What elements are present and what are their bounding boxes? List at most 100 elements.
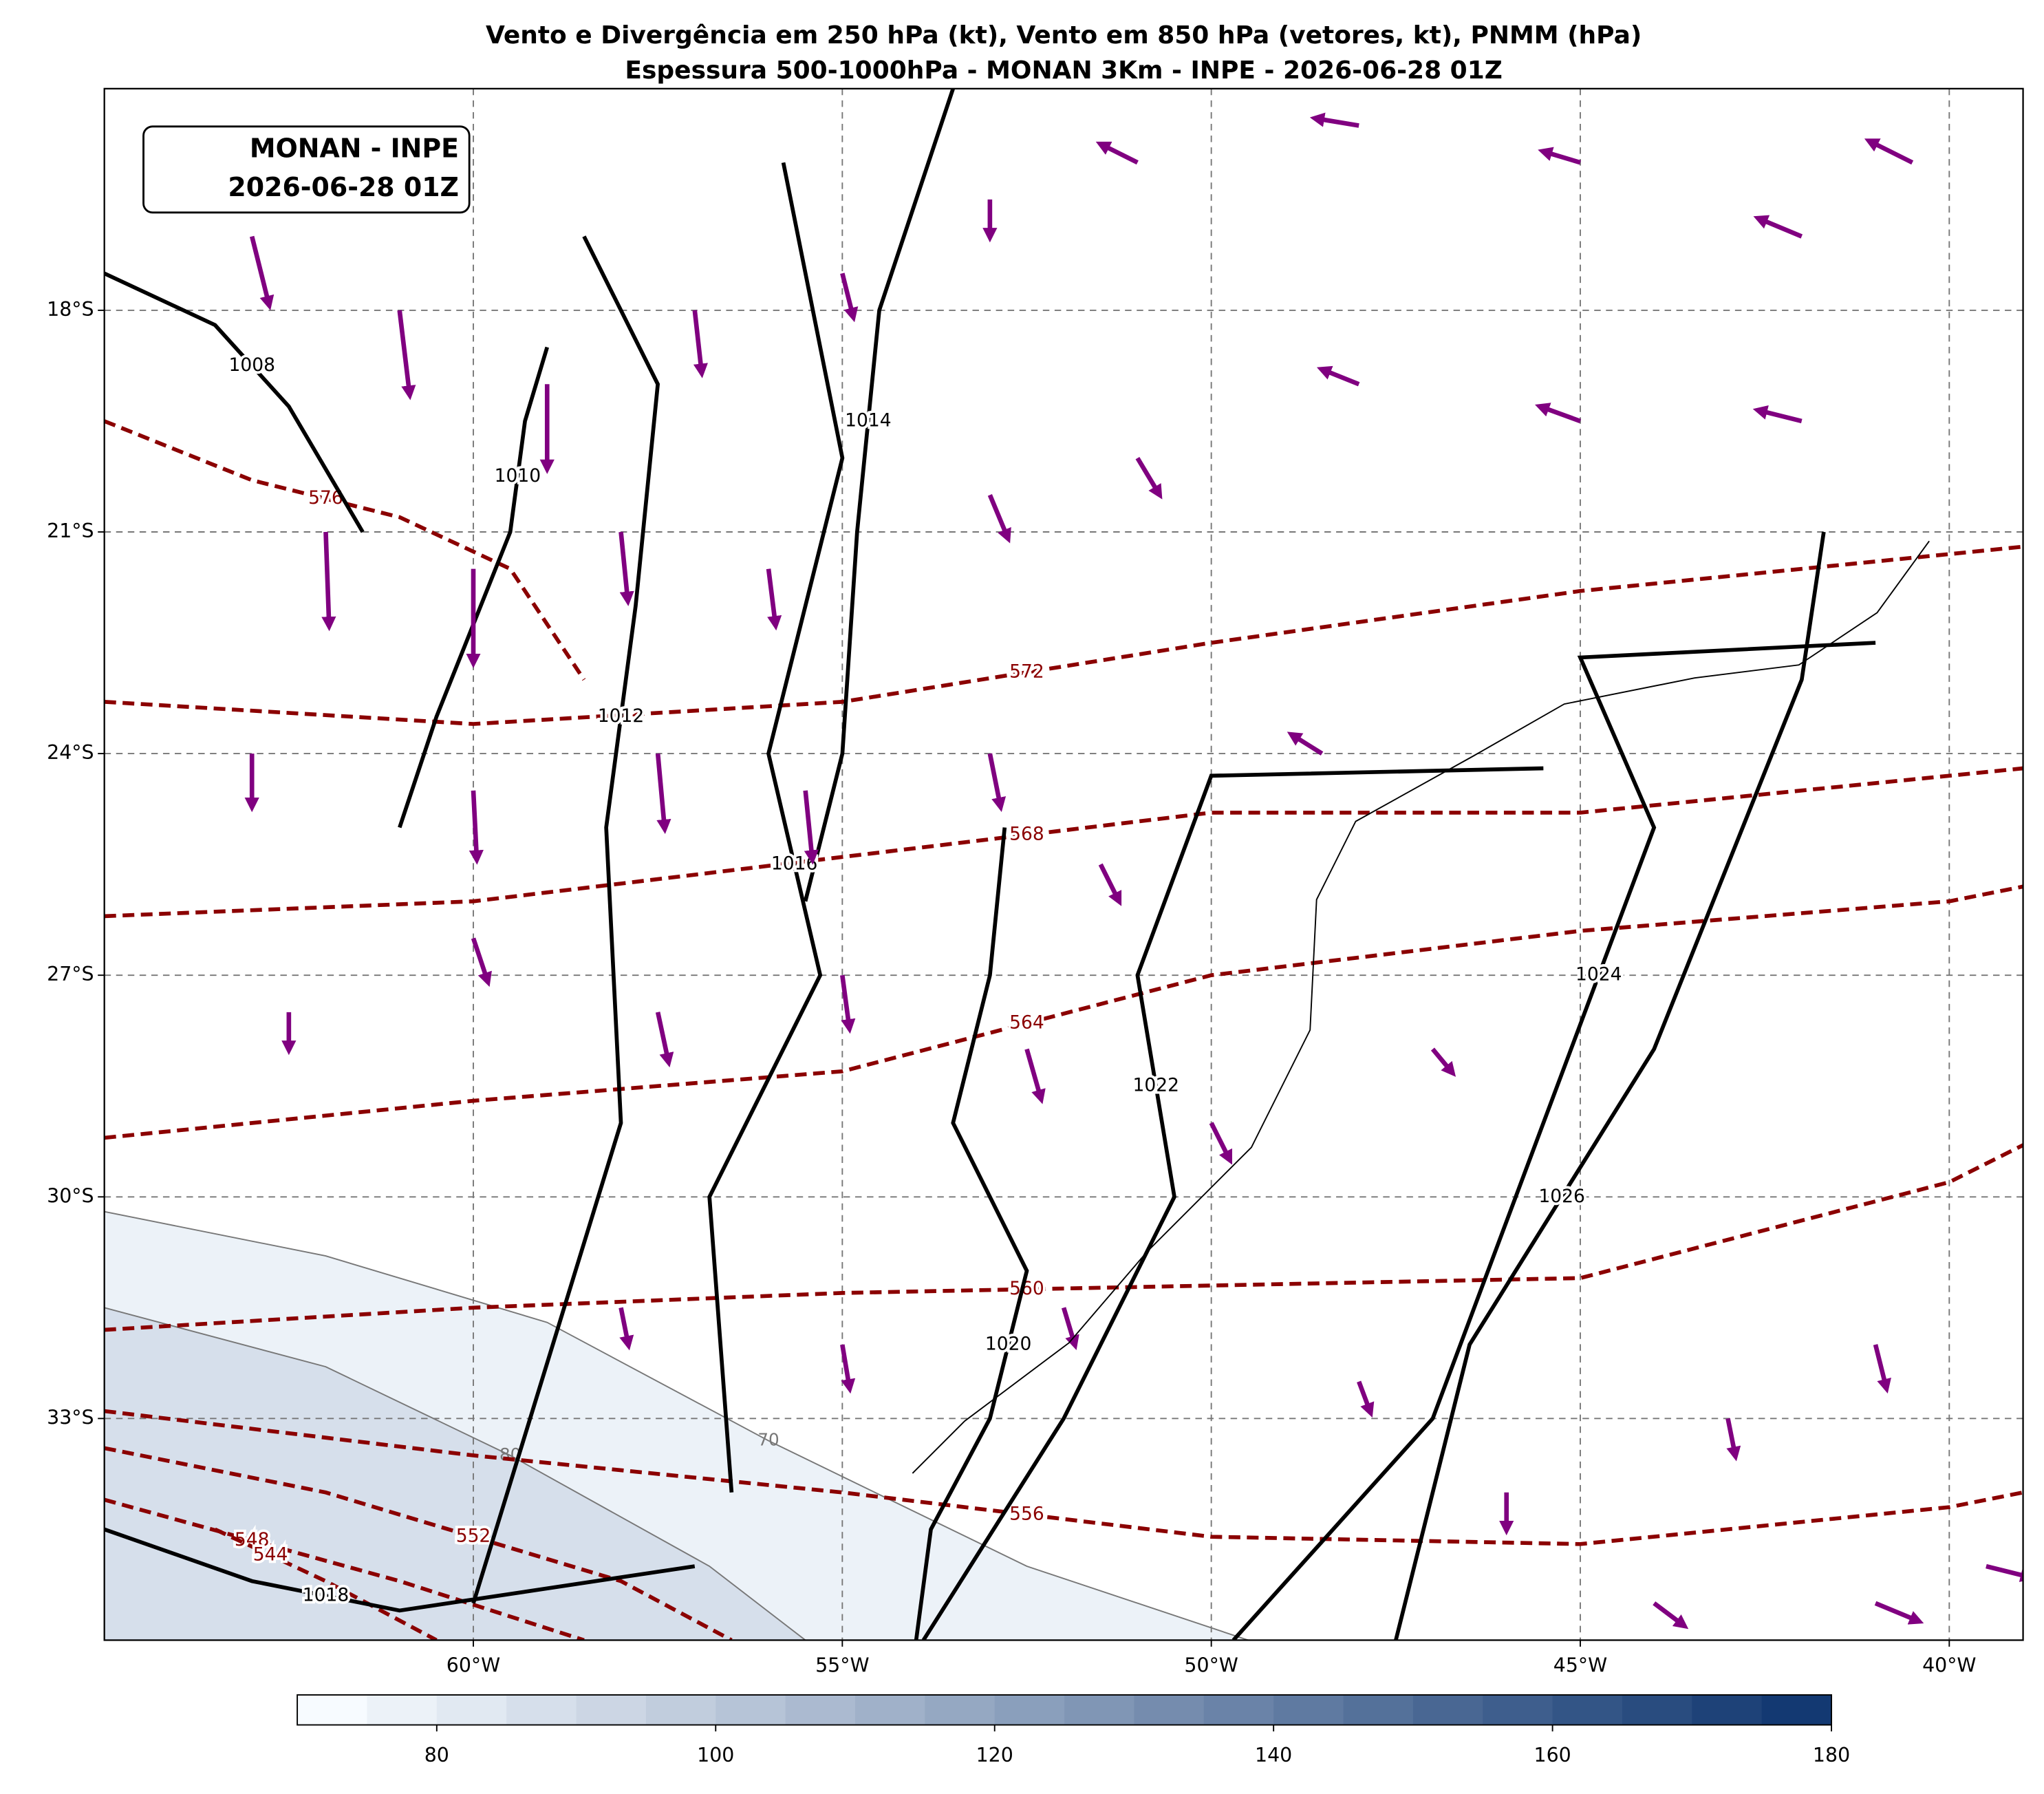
- isotach-line: [104, 1307, 806, 1641]
- isotach-line: [104, 1210, 1249, 1641]
- colorbar-bin: [1622, 1695, 1693, 1725]
- colorbar-bin: [1761, 1695, 1833, 1725]
- colorbar-bin: [1343, 1695, 1414, 1725]
- wind-vector: [1309, 112, 1359, 128]
- thickness-label: 564: [1009, 1012, 1044, 1033]
- coastline: [912, 540, 1930, 1474]
- wind-vector: [803, 790, 819, 865]
- thickness-contour: [104, 1143, 2023, 1332]
- wind-vector: [249, 235, 275, 310]
- pressure-contour: [104, 1527, 696, 1613]
- wind-vector: [1864, 138, 1914, 165]
- thickness-label: 568: [1009, 824, 1044, 845]
- thickness-label: 552: [456, 1526, 491, 1547]
- pressure-contour: [921, 766, 1544, 1641]
- pressure-contour: [707, 162, 845, 1493]
- pressure-label: 1022: [1132, 1075, 1179, 1096]
- colorbar-frame: [297, 1694, 1833, 1726]
- colorbar-bin: [785, 1695, 856, 1725]
- colorbar-bin: [1692, 1695, 1763, 1725]
- colorbar-bin: [1064, 1695, 1135, 1725]
- colorbar-bin: [716, 1695, 786, 1725]
- wind-vector: [1061, 1307, 1079, 1351]
- colorbar-tick-label: 80: [424, 1744, 449, 1766]
- colorbar-bin: [1483, 1695, 1553, 1725]
- wind-vector: [1098, 863, 1122, 906]
- thickness-contour: [104, 419, 586, 681]
- wind-vector: [1538, 147, 1581, 165]
- wind-vector: [1316, 365, 1360, 387]
- wind-vector: [1209, 1122, 1232, 1165]
- wind-vector: [469, 790, 484, 865]
- thickness-label: 572: [1009, 661, 1044, 682]
- wind-vector: [471, 937, 492, 987]
- y-tick-label: 33°S: [47, 1406, 94, 1429]
- colorbar-bin: [645, 1695, 717, 1725]
- pressure-label: 1012: [598, 705, 644, 727]
- pressure-label: 1010: [495, 465, 541, 487]
- wind-vector: [655, 753, 671, 835]
- wind-vector: [1287, 732, 1324, 756]
- wind-vector: [618, 1307, 634, 1351]
- wind-vector: [1874, 1601, 1924, 1625]
- pressure-label: 1016: [771, 853, 817, 875]
- colorbar-tick-label: 160: [1534, 1744, 1571, 1766]
- colorbar-bin: [994, 1695, 1066, 1725]
- colorbar-bin: [1203, 1695, 1275, 1725]
- title: Vento e Divergência em 250 hPa (kt), Ven…: [486, 21, 1642, 50]
- wind-vector: [1753, 215, 1803, 239]
- wind-vector: [1535, 403, 1582, 424]
- wind-vector: [1725, 1418, 1741, 1462]
- isotach-label: 70: [757, 1430, 779, 1450]
- wind-vector: [1024, 1048, 1046, 1104]
- map-frame: [103, 87, 2024, 1641]
- thickness-contour: [104, 544, 2023, 726]
- colorbar-bin: [506, 1695, 577, 1725]
- pressure-contour: [803, 88, 955, 902]
- colorbar-bin: [367, 1695, 438, 1725]
- pressure-label: 1020: [985, 1333, 1031, 1354]
- colorbar-bin: [854, 1695, 926, 1725]
- y-tick-label: 18°S: [47, 298, 94, 321]
- wind-vector: [321, 531, 336, 632]
- pressure-contour: [104, 271, 365, 533]
- y-tick-label: 30°S: [47, 1184, 94, 1207]
- colorbar-tick-label: 100: [697, 1744, 734, 1766]
- x-tick-label: 60°W: [447, 1654, 500, 1676]
- wind-vector: [397, 310, 416, 401]
- thickness-label: 560: [1009, 1278, 1044, 1299]
- x-tick-label: 40°W: [1922, 1654, 1976, 1676]
- thickness-label: 576: [308, 487, 343, 509]
- thickness-contour: [104, 1446, 733, 1641]
- colorbar-bin: [1552, 1695, 1623, 1725]
- thickness-label: 544: [253, 1544, 288, 1565]
- pressure-label: 1008: [228, 354, 275, 376]
- pressure-label: 1024: [1575, 964, 1622, 985]
- wind-vector: [1357, 1380, 1375, 1418]
- wind-vector: [840, 273, 859, 323]
- wind-vector: [1430, 1047, 1456, 1077]
- colorbar-bin: [1134, 1695, 1205, 1725]
- pressure-contour: [1394, 531, 1826, 1641]
- wind-vector: [692, 310, 708, 378]
- subtitle: Espessura 500-1000hPa - MONAN 3Km - INPE…: [625, 56, 1502, 85]
- colorbar-bin: [576, 1695, 647, 1725]
- pressure-label: 1026: [1538, 1186, 1584, 1207]
- y-tick-label: 27°S: [47, 963, 94, 985]
- pressure-contour: [471, 235, 660, 1604]
- annotation-line: MONAN - INPE: [250, 133, 459, 163]
- pressure-contour: [398, 346, 550, 829]
- wind-vector: [1752, 405, 1803, 424]
- y-tick-label: 24°S: [47, 741, 94, 764]
- annotation-line: 2026-06-28 01Z: [228, 172, 459, 202]
- wind-vector: [1095, 141, 1139, 165]
- pressure-contour: [914, 827, 1029, 1641]
- wind-vector: [655, 1012, 674, 1068]
- colorbar-tick-label: 140: [1255, 1744, 1292, 1766]
- wind-vector: [1986, 1563, 2023, 1582]
- isotach-area: [104, 1307, 806, 1641]
- colorbar-bin: [1273, 1695, 1344, 1725]
- wind-vector: [987, 753, 1007, 812]
- colorbar-bin: [436, 1695, 508, 1725]
